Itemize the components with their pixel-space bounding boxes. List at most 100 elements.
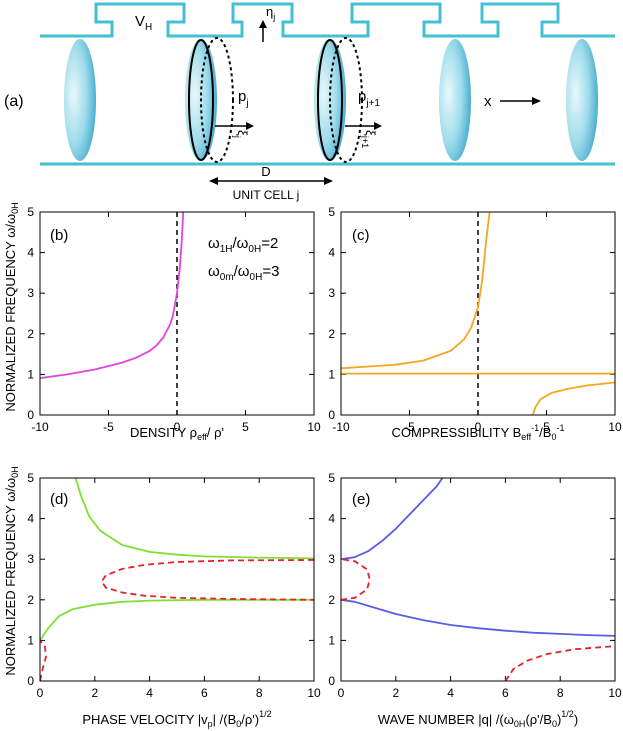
label-b: (b) (50, 227, 68, 244)
x-tick-label: 6 (502, 686, 509, 700)
y-tick-label: 1 (27, 633, 34, 647)
p-j1-label: pj+1 (358, 88, 380, 109)
tube-top-wall (40, 2, 615, 38)
plot-frame (39, 211, 315, 416)
plot-frame (340, 211, 616, 416)
membrane-3-outline (317, 39, 343, 161)
membrane-2-displaced (200, 37, 234, 163)
x-tick-label: 8 (256, 686, 263, 700)
ylabel-top: NORMALIZED FREQUENCY ω/ω0H (3, 202, 20, 411)
series-density (40, 212, 185, 379)
y-tick-label: 0 (27, 674, 34, 688)
y-tick-label: 5 (27, 205, 34, 219)
d-arrowhead-left (209, 177, 218, 185)
x-tick-label: 0 (475, 420, 482, 434)
y-tick-label: 3 (27, 552, 34, 566)
ylabel-bottom: NORMALIZED FREQUENCY ω/ω0H (3, 466, 20, 675)
panel-e-wave-number: 0 2 4 6 8 10 0 1 2 3 4 5 (328, 471, 622, 700)
y-tick-label: 1 (328, 633, 335, 647)
y-tick-label: 1 (27, 367, 34, 381)
series-lower-green (40, 598, 314, 641)
x-tick-label: 0 (37, 686, 44, 700)
label-d: (d) (50, 491, 68, 508)
y-tick-label: 2 (27, 327, 34, 341)
series-red-loop (341, 558, 371, 601)
x-tick-label: -5 (404, 420, 415, 434)
y-tick-label: 3 (328, 552, 335, 566)
vh-label: VH (135, 13, 152, 33)
x-tick-label: 10 (608, 686, 622, 700)
y-tick-label: 5 (328, 205, 335, 219)
eta-label: ηj (266, 4, 275, 22)
x-tick-label: 2 (392, 686, 399, 700)
ratio-annotation-2: ω0m/ω0H=3 (208, 263, 279, 283)
xlabel-b: DENSITY ρeff/ ρ' (130, 425, 224, 442)
y-tick-label: 2 (328, 327, 335, 341)
x-tick-label: 2 (91, 686, 98, 700)
p-j-label: pj (238, 88, 249, 109)
series-red-high (504, 645, 615, 681)
series-lower-blue (341, 598, 615, 637)
x-tick-label: -10 (332, 420, 350, 434)
membrane-1 (64, 39, 96, 161)
series-upper-green (74, 478, 314, 560)
schematic-panel-a: (a) VH ηj pj pj+1 ξj ξj+1 x D UNIT CELL … (4, 2, 615, 202)
series-branch-3 (531, 381, 615, 415)
y-tick-label: 0 (328, 408, 335, 422)
xlabel-c: COMPRESSIBILITY Beff-1/B0-1 (392, 423, 565, 442)
membrane-2-outline (188, 39, 214, 161)
x-tick-label: 0 (174, 420, 181, 434)
y-tick-label: 4 (27, 246, 34, 260)
label-e: (e) (352, 491, 370, 508)
eta-arrowhead (259, 20, 267, 28)
y-tick-label: 3 (328, 286, 335, 300)
y-tick-label: 1 (328, 367, 335, 381)
x-tick-label: 8 (557, 686, 564, 700)
y-tick-label: 0 (328, 674, 335, 688)
plot-frame (340, 477, 616, 682)
x-tick-label: 6 (201, 686, 208, 700)
series-branch-1 (341, 212, 491, 370)
xlabel-e: WAVE NUMBER |q| /(ω0H(ρ'/B0)1/2) (378, 709, 578, 729)
series-red-loop (100, 559, 314, 601)
x-tick-label: -10 (31, 420, 49, 434)
x-tick-label: 0 (338, 686, 345, 700)
y-tick-label: 2 (27, 593, 34, 607)
x-tick-label: -5 (103, 420, 114, 434)
panel-c-compressibility: -10 -5 0 5 10 0 1 2 3 4 5 (328, 205, 622, 434)
xi-j1-label: ξj+1 (360, 130, 378, 148)
d-arrowhead-right (324, 177, 333, 185)
unit-cell-label: UNIT CELL j (233, 188, 300, 202)
x-tick-label: 5 (242, 420, 249, 434)
label-a: (a) (4, 93, 24, 110)
y-tick-label: 4 (27, 512, 34, 526)
y-tick-label: 4 (328, 246, 335, 260)
y-tick-label: 2 (328, 593, 335, 607)
membrane-3-displaced (329, 37, 363, 163)
xi-j1-arrowhead (374, 122, 382, 130)
x-label: x (484, 93, 492, 110)
ratio-annotation-1: ω1H/ω0H=2 (208, 235, 278, 255)
label-c: (c) (352, 227, 370, 244)
y-tick-label: 5 (328, 471, 335, 485)
x-tick-label: 4 (447, 686, 454, 700)
membrane-5 (566, 39, 598, 161)
x-tick-label: 10 (307, 420, 321, 434)
x-tick-label: 4 (146, 686, 153, 700)
plot-frame (39, 477, 315, 682)
xi-j-arrowhead (246, 122, 254, 130)
xi-j-label: ξj (232, 130, 250, 138)
panel-d-phase-velocity: 0 2 4 6 8 10 0 1 2 3 4 5 (27, 471, 321, 700)
xlabel-d: PHASE VELOCITY |vp| /(B0/ρ')1/2 (82, 709, 271, 729)
x-tick-label: 10 (307, 686, 321, 700)
membrane-4 (439, 39, 471, 161)
x-arrowhead (532, 97, 541, 105)
y-tick-label: 0 (27, 408, 34, 422)
series-upper-blue (341, 478, 444, 561)
y-tick-label: 3 (27, 286, 34, 300)
x-tick-label: 5 (543, 420, 550, 434)
y-tick-label: 5 (27, 471, 34, 485)
x-tick-label: 10 (608, 420, 622, 434)
panel-b-density: -10 -5 0 5 10 0 1 2 3 4 5 (27, 205, 321, 434)
